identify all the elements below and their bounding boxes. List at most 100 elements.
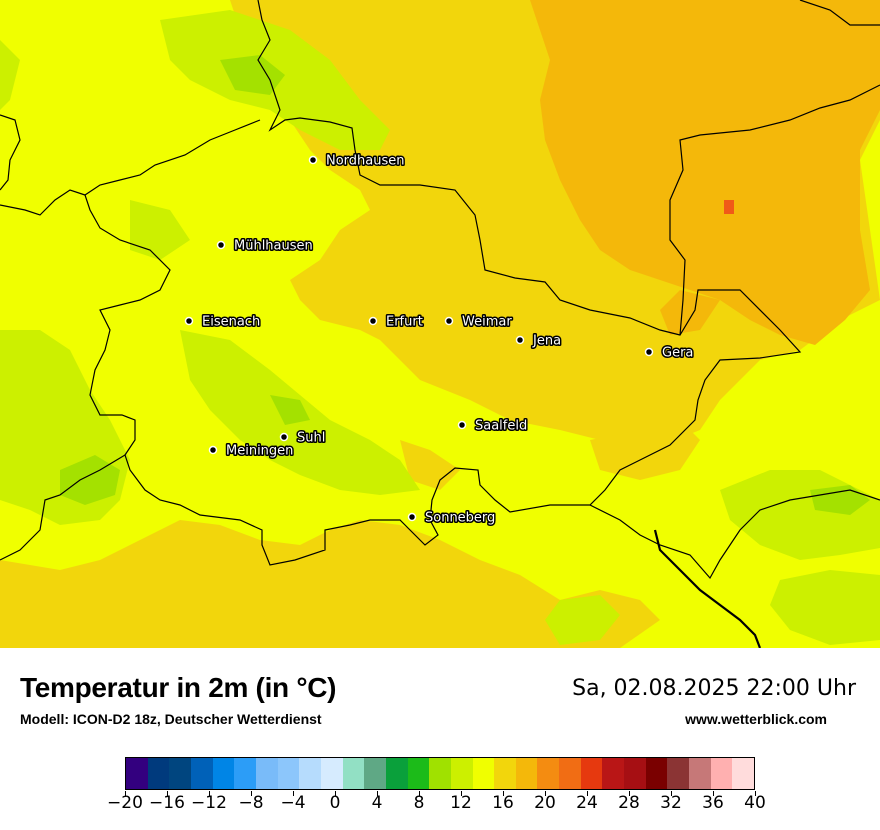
temp-field-green [60,55,870,515]
city-label: Jena [532,334,561,349]
colorbar-tick-mark [377,791,378,796]
colorbar-swatch [559,758,581,789]
colorbar-swatch [602,758,625,789]
colorbar-tick-label: 28 [618,793,640,813]
colorbar-tick-mark [587,791,588,796]
colorbar-swatch [645,758,668,789]
colorbar-swatch [385,758,408,789]
colorbar-swatch [667,758,690,789]
state-border-hessen [0,189,86,216]
city-label: Eisenach [202,315,260,330]
colorbar-swatch [732,758,755,789]
city-dot [515,335,525,345]
city-label: Meiningen [226,444,293,459]
colorbar-swatch [624,758,646,789]
colorbar-swatch [342,758,365,789]
colorbar-swatch [212,758,235,789]
colorbar-swatch [472,758,495,789]
colorbar-swatch [537,758,560,789]
colorbar-tick-label: 12 [450,793,472,813]
colorbar-tick-mark [755,791,756,796]
colorbar-swatch [126,758,148,789]
state-border-saxony [669,84,880,336]
colorbar-tick-label: 24 [576,793,598,813]
colorbar-tick-mark [461,791,462,796]
city-label: Erfurt [386,315,423,330]
city-label: Weimar [462,315,512,330]
city-label: Gera [662,346,693,361]
colorbar-swatch [689,758,711,789]
temperature-colorbar [125,757,755,790]
city-markers: Nordhausen Mühlhausen Eisenach Erfurt Weimar… [184,152,695,527]
colorbar-swatch [234,758,256,789]
city-label: Saalfeld [475,419,527,434]
colorbar-swatch [364,758,386,789]
city-dot [457,420,467,430]
colorbar-swatch [515,758,538,789]
map-title: Temperatur in 2m (in °C) [20,672,337,703]
country-border-czechia [653,529,762,648]
city-dot [368,316,378,326]
city-label: Mühlhausen [234,239,313,254]
state-border-west [0,114,21,191]
city-dot [216,240,226,250]
colorbar-tick-label: 8 [413,793,425,813]
colorbar-tick-label: 0 [329,793,341,813]
colorbar-tick-mark [167,791,168,796]
website-link[interactable]: www.wetterblick.com [685,711,827,727]
colorbar-tick-label: 16 [492,793,514,813]
state-border-north [799,0,880,26]
city-dot [279,432,289,442]
city-dot [184,316,194,326]
city-label: Sonneberg [425,511,495,526]
colorbar-tick-mark [419,791,420,796]
colorbar-swatch [255,758,278,789]
colorbar-swatch [277,758,300,789]
colorbar-swatch [429,758,451,789]
colorbar-tick-mark [503,791,504,796]
colorbar-tick-mark [335,791,336,796]
colorbar-swatch [407,758,430,789]
colorbar-swatch [169,758,191,789]
colorbar-tick-label: −8 [238,793,264,813]
colorbar-tick-label: 36 [702,793,724,813]
colorbar-swatch [299,758,321,789]
colorbar-swatch [320,758,343,789]
colorbar-tick-label: 4 [371,793,383,813]
colorbar-swatch [580,758,603,789]
colorbar-tick-label: −20 [107,793,143,813]
colorbar-tick-label: 32 [660,793,682,813]
temp-field-orange-gold [530,0,880,345]
temperature-map: Nordhausen Mühlhausen Eisenach Erfurt Weimar… [0,0,880,648]
forecast-datetime: Sa, 02.08.2025 22:00 Uhr [572,676,856,701]
city-dot [407,512,417,522]
colorbar-swatch [450,758,473,789]
state-border-southwest [0,454,126,561]
city-dot [308,155,318,165]
colorbar-tick-mark [293,791,294,796]
colorbar-swatch [147,758,170,789]
colorbar-tick-label: −4 [280,793,306,813]
city-dot [444,316,454,326]
colorbar-swatch [710,758,733,789]
colorbar-tick-mark [125,791,126,796]
city-dot [644,347,654,357]
colorbar-tick-label: −16 [149,793,185,813]
colorbar-tick-mark [629,791,630,796]
state-border-bavaria-saxony [589,489,880,580]
city-label: Suhl [297,431,325,446]
colorbar-swatch [190,758,213,789]
city-dot [208,445,218,455]
temp-field-hot-spot [724,200,734,214]
colorbar-tick-label: −12 [191,793,227,813]
colorbar-tick-mark [251,791,252,796]
colorbar-swatch [494,758,516,789]
colorbar-tick-mark [545,791,546,796]
colorbar-tick-label: 40 [744,793,766,813]
colorbar-tick-mark [209,791,210,796]
state-border-thuringia [84,0,802,566]
colorbar-tick-label: 20 [534,793,556,813]
city-label: Nordhausen [326,154,405,169]
colorbar-tick-mark [713,791,714,796]
colorbar-ticks: −20 −16 −12 −8 −4 0 4 8 12 16 20 24 28 32 36 40 [0,791,880,823]
